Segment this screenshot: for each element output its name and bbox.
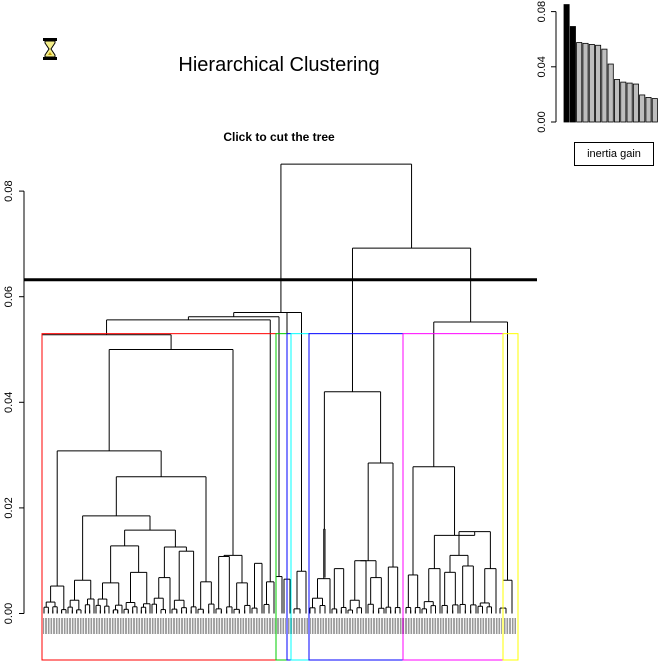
legend-label: inertia gain: [587, 148, 641, 160]
page-title: Hierarchical Clustering: [178, 54, 379, 76]
barplot-bars: [563, 4, 658, 123]
inertia-bar: [639, 94, 646, 123]
inertia-bar: [645, 97, 652, 123]
inertia-bar: [576, 42, 583, 123]
dendrogram-y-axis: 0.00 0.02 0.04 0.06 0.08: [3, 180, 25, 624]
inertia-bar: [601, 48, 608, 123]
dendrogram-leaf-labels: [41, 618, 516, 661]
hourglass-icon: [43, 38, 57, 60]
inertia-bar: [569, 26, 576, 123]
bar-y-tick-label: 0.00: [536, 111, 548, 132]
y-tick-label: 0.06: [3, 286, 15, 307]
y-tick-label: 0.00: [3, 603, 15, 624]
inertia-bar: [614, 79, 621, 123]
cluster-rectangles: [41, 333, 519, 661]
bar-y-tick-label: 0.08: [536, 1, 548, 22]
cluster-rect-5: [308, 333, 404, 661]
bar-y-tick-label: 0.04: [536, 56, 548, 77]
inertia-bar: [588, 44, 595, 123]
inertia-bar: [632, 83, 639, 123]
inertia-bar: [620, 81, 627, 123]
barplot-y-axis: 0.00 0.04 0.08: [536, 1, 557, 133]
y-tick-label: 0.04: [3, 392, 15, 413]
dendrogram-title: Click to cut the tree: [223, 130, 335, 144]
y-tick-label: 0.08: [3, 180, 15, 201]
dendrogram-tree[interactable]: [41, 163, 513, 614]
inertia-bar: [582, 42, 589, 123]
inertia-bar: [607, 63, 614, 123]
inertia-bar: [651, 98, 658, 123]
y-tick-label: 0.02: [3, 497, 15, 518]
inertia-gain-legend: inertia gain: [574, 142, 654, 166]
cluster-rect-7: [502, 333, 519, 661]
inertia-bar: [595, 44, 602, 123]
inertia-bar: [626, 82, 633, 123]
inertia-bar: [563, 4, 570, 123]
